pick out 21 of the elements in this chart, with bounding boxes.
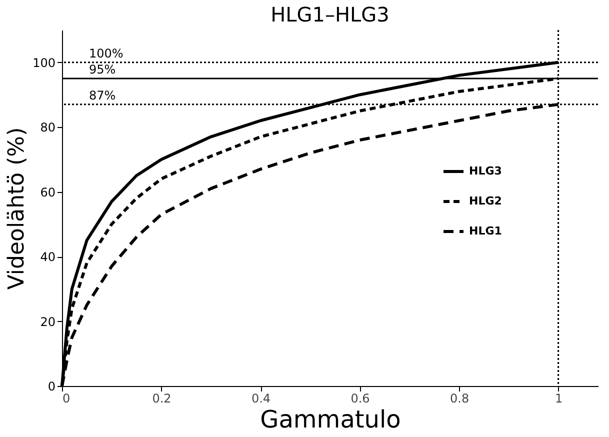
ref-line-label: 87% — [89, 88, 116, 102]
x-tick-label: 0.8 — [450, 392, 470, 406]
y-tick-label: 100 — [32, 56, 56, 70]
x-tick-label: 0.2 — [152, 392, 172, 406]
x-axis-title: Gammatulo — [260, 406, 401, 434]
y-tick-label: 20 — [40, 314, 56, 329]
y-tick-label: 60 — [40, 185, 56, 200]
y-tick-label: 80 — [40, 120, 56, 135]
legend-label: HLG1 — [469, 224, 502, 238]
legend-label: HLG2 — [469, 194, 502, 208]
ref-line-label: 100% — [89, 46, 124, 60]
chart-title: HLG1–HLG3 — [270, 2, 390, 26]
x-tick-label: 0.4 — [251, 392, 271, 406]
x-tick-label: 0.6 — [350, 392, 370, 406]
x-tick-label: 0 — [62, 392, 70, 406]
ref-line-label: 95% — [89, 62, 116, 77]
y-tick-label: 0 — [48, 380, 56, 394]
y-axis-title: Videolähtö (%) — [4, 127, 30, 290]
x-tick-label: 1 — [554, 392, 563, 406]
y-tick-label: 40 — [40, 250, 56, 264]
legend-label: HLG3 — [469, 164, 502, 178]
